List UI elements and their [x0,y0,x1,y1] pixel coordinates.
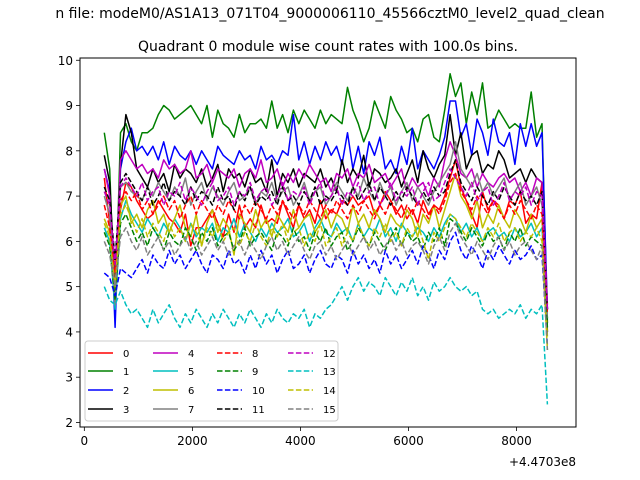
legend-label-0: 0 [123,349,129,360]
series-13-line [103,276,549,405]
series-15-line [103,222,549,351]
legend-box [84,340,339,422]
y-tick-label: 10 [58,54,73,68]
x-tick-label: 6000 [393,434,424,448]
x-tick-label: 4000 [285,434,316,448]
series-6-line [103,172,549,337]
x-tick-label: 2000 [177,434,208,448]
legend-label-5: 5 [188,367,194,378]
legend-label-9: 9 [252,367,258,378]
series-0-line [103,159,549,310]
y-tick-label: 9 [65,99,73,113]
y-tick-label: 4 [65,325,73,339]
plot-frame [79,57,577,428]
chart-title: Quadrant 0 module wise count rates with … [138,39,518,55]
legend-label-6: 6 [188,386,194,397]
legend-label-8: 8 [252,349,258,360]
y-axis: 2 3 4 5 6 7 8 9 10 [58,54,80,430]
y-tick-label: 3 [65,371,73,385]
x-tick-label: 0 [81,434,89,448]
suptitle: n file: modeM0/AS1A13_071T04_9000006110_… [55,6,604,22]
legend-label-1: 1 [123,367,129,378]
series-14-line [103,204,549,351]
y-tick-label: 2 [65,416,73,430]
legend-label-15: 15 [323,405,336,416]
y-tick-label: 6 [65,235,73,249]
x-axis: 0 2000 4000 6000 8000 [81,427,532,448]
legend-label-3: 3 [123,405,129,416]
series-3-line [103,113,549,332]
legend-label-12: 12 [323,349,336,360]
series-12-line [103,168,549,310]
series-11-line [103,159,549,310]
legend-label-14: 14 [323,386,336,397]
series-4-line [103,141,549,305]
y-tick-label: 8 [65,144,73,158]
legend-label-2: 2 [123,386,129,397]
series-1-line [103,73,549,323]
legend-label-4: 4 [188,349,194,360]
y-tick-label: 5 [65,280,73,294]
series-5-line [103,199,549,319]
x-offset-label: +4.4703e8 [509,455,576,469]
series-layer [103,73,549,405]
series-2-line [103,100,549,329]
y-tick-label: 7 [65,190,73,204]
series-8-line [103,172,549,314]
legend-label-10: 10 [252,386,265,397]
legend-label-11: 11 [252,405,265,416]
legend-label-13: 13 [323,367,336,378]
x-tick-label: 8000 [501,434,532,448]
legend-label-7: 7 [188,405,194,416]
series-9-line [103,213,549,328]
